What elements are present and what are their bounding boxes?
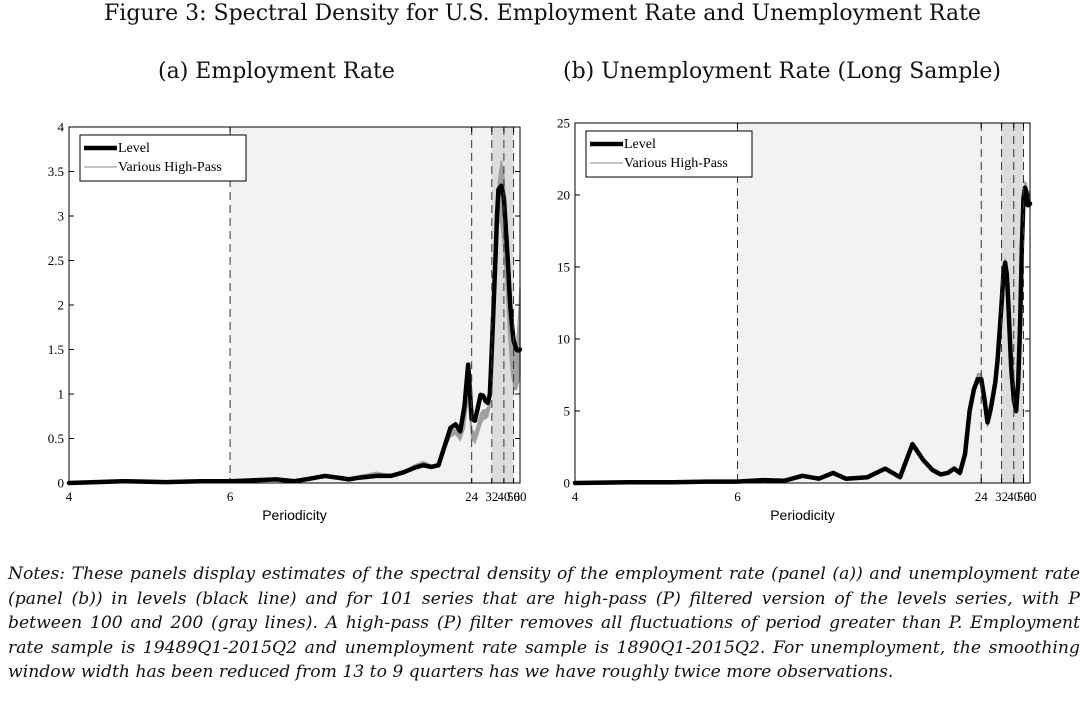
figure-title: Figure 3: Spectral Density for U.S. Empl…: [104, 1, 981, 26]
x-tick-label: 6: [734, 489, 741, 504]
legend-highpass-label: Various High-Pass: [624, 156, 728, 171]
x-tick-label: 24: [975, 489, 989, 504]
x-tick-label: 6: [227, 489, 234, 504]
x-tick-label: 24: [465, 489, 479, 504]
x-axis-label: Periodicity: [770, 507, 835, 523]
y-tick-label: 1.5: [48, 342, 64, 357]
y-tick-label: 0: [58, 476, 65, 491]
series-level-line: [572, 185, 1033, 486]
series-level-line: [66, 183, 523, 486]
legend-box: [79, 134, 247, 182]
y-tick-label: 4: [58, 120, 65, 135]
y-tick-label: 0.5: [48, 431, 64, 446]
x-tick-label: 60: [514, 489, 527, 504]
x-axis-label: Periodicity: [262, 507, 327, 523]
legend: Level Various High-Pass: [79, 134, 247, 182]
y-tick-label: 5: [564, 404, 571, 419]
x-tick-label: 60: [1024, 489, 1037, 504]
y-tick-label: 3.5: [48, 164, 64, 179]
y-tick-label: 15: [557, 260, 570, 275]
x-tick-label: 50: [1017, 489, 1030, 504]
plot-frame: [574, 122, 1031, 484]
y-tick-label: 10: [557, 332, 570, 347]
y-tick-label: 0: [564, 476, 571, 491]
y-tick-label: 2: [58, 298, 65, 313]
x-tick-label: 40: [497, 489, 510, 504]
x-tick-label: 32: [485, 489, 498, 504]
shaded-region-light: [230, 127, 492, 483]
panel-b-title: (b) Unemployment Rate (Long Sample): [563, 59, 1002, 84]
shaded-region-light: [737, 123, 1002, 483]
y-tick-label: 2.5: [48, 253, 64, 268]
legend: Level Various High-Pass: [585, 130, 753, 178]
x-tick-label: 4: [572, 489, 579, 504]
legend-level-label: Level: [624, 137, 656, 152]
legend-box: [585, 130, 753, 178]
figure-notes: Notes: These panels display estimates of…: [8, 564, 1080, 682]
legend-level-label: Level: [118, 141, 150, 156]
y-tick-label: 20: [557, 188, 570, 203]
y-tick-label: 1: [58, 387, 65, 402]
panel-a-title: (a) Employment Rate: [158, 59, 395, 84]
x-tick-label: 40: [1007, 489, 1020, 504]
x-tick-label: 50: [507, 489, 520, 504]
legend-highpass-label: Various High-Pass: [118, 160, 222, 175]
y-tick-label: 25: [557, 116, 570, 131]
x-tick-label: 32: [995, 489, 1008, 504]
x-tick-label: 4: [66, 489, 73, 504]
y-tick-label: 3: [58, 209, 65, 224]
